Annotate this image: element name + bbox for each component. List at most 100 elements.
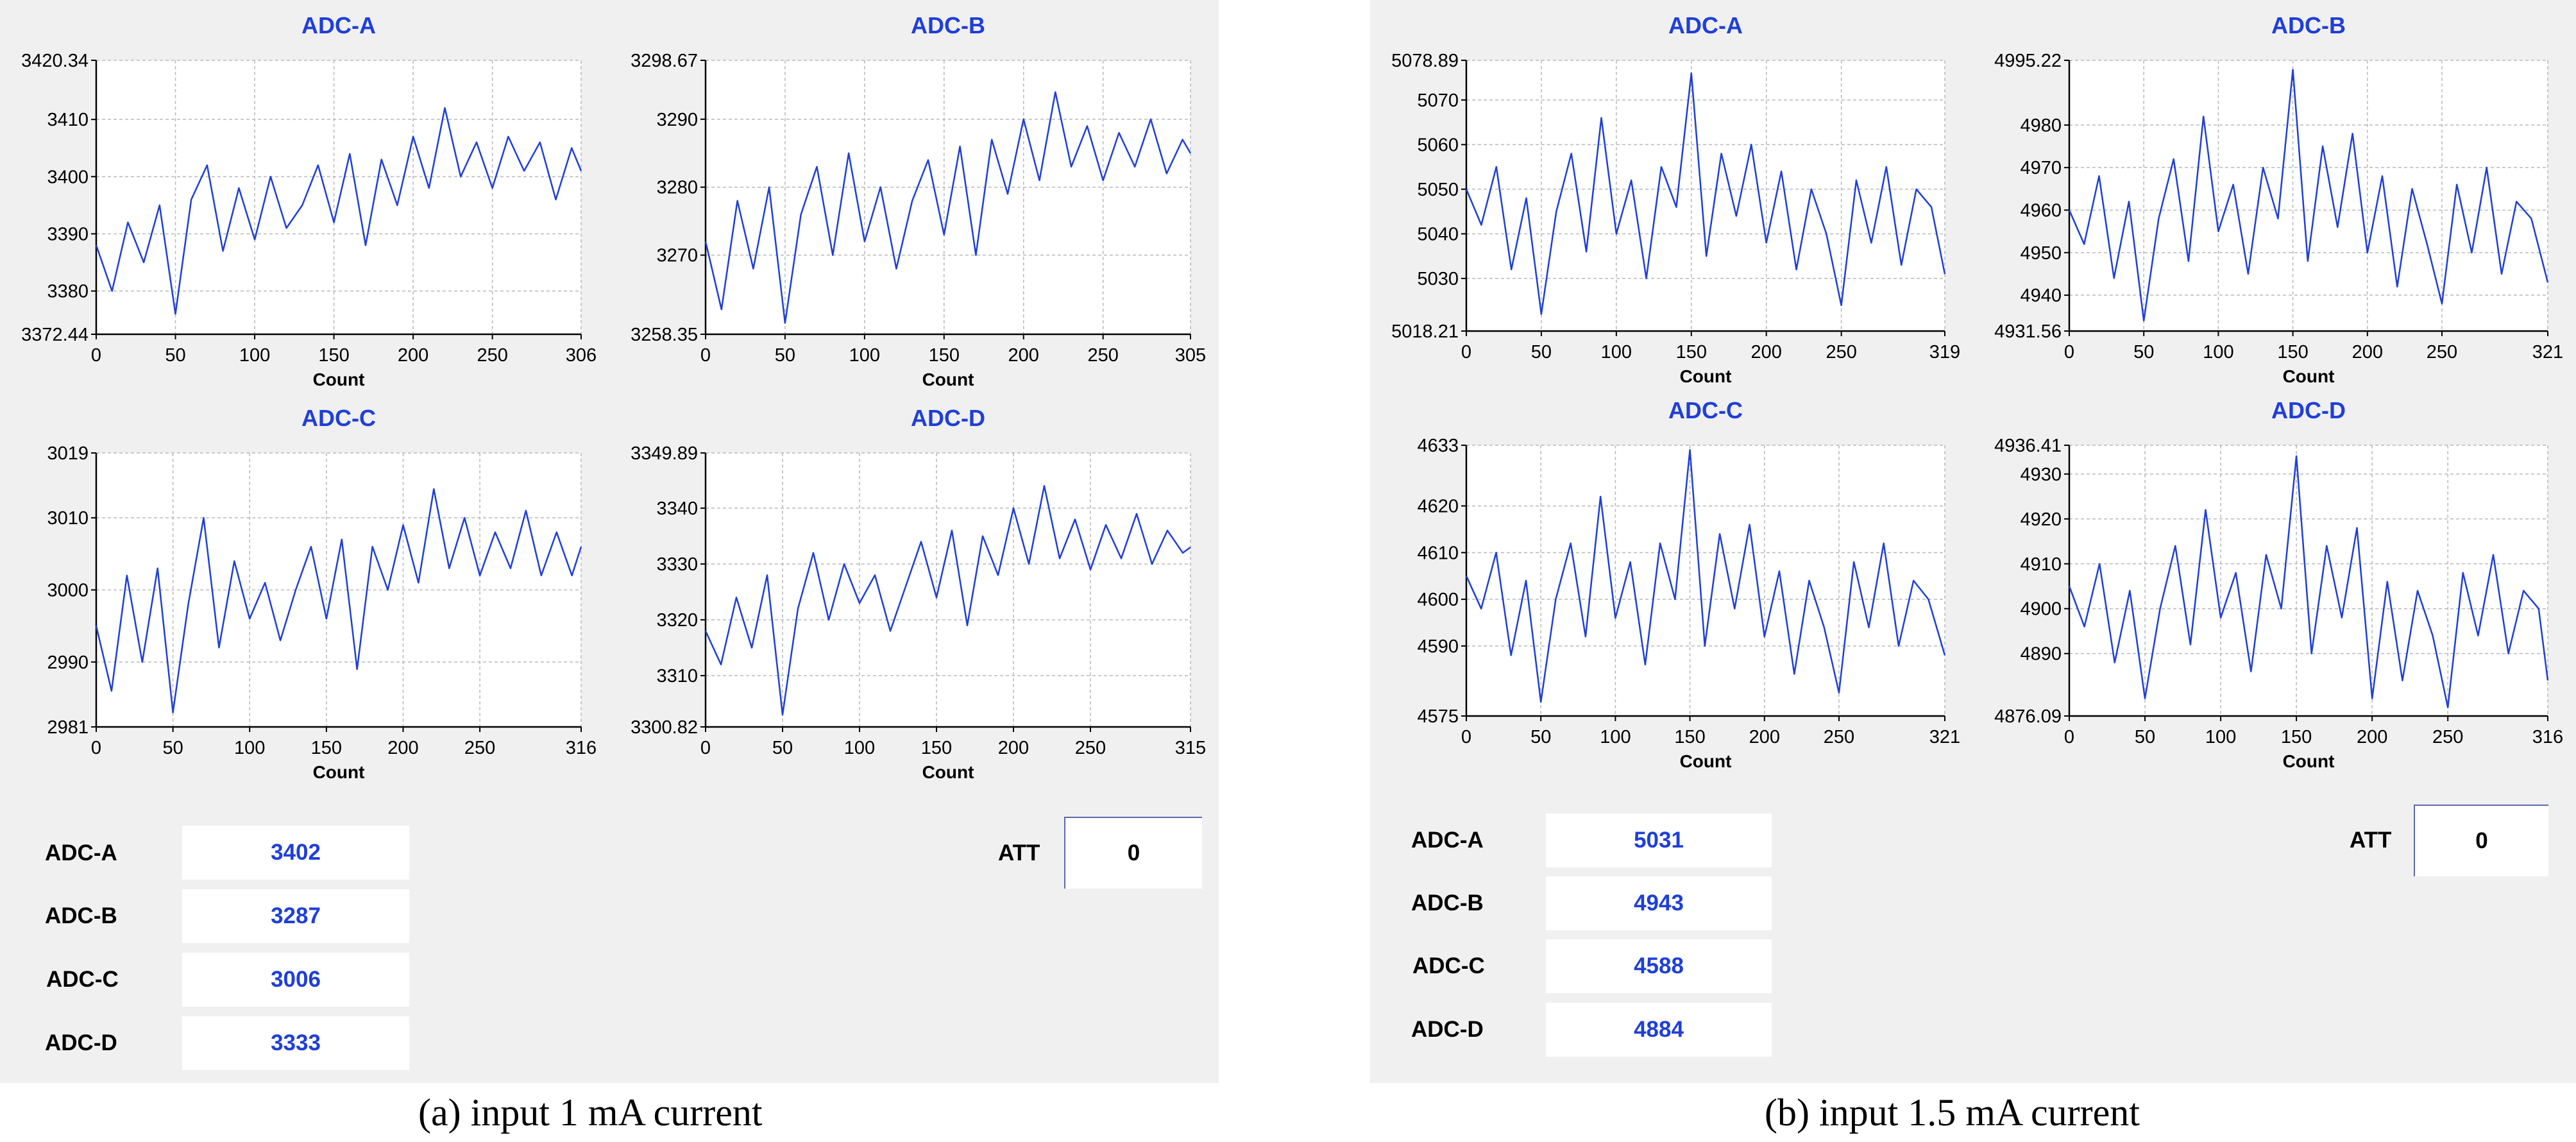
y-tick-label: 5070: [1417, 90, 1459, 111]
chart-a-adc-b-svg: ADC-B 0 50 100 150 200 250 305 3258.35 3270 3280 32…: [631, 12, 1206, 389]
x-axis-label: Count: [313, 370, 365, 389]
readout-label-adc-d: ADC-D: [45, 1030, 117, 1055]
x-tick-label: 250: [1824, 727, 1854, 747]
x-tick-label: 319: [1929, 342, 1960, 362]
att-label: ATT: [998, 840, 1040, 865]
x-tick-label: 150: [318, 345, 349, 366]
y-tick-label: 3280: [656, 178, 698, 198]
x-tick-label: 316: [2532, 727, 2563, 747]
y-tick-label: 3270: [656, 246, 698, 266]
x-tick-label: 100: [239, 345, 270, 366]
chart-b-adc-d: ADC-D 0 50 100 150 200 250 316 4876.09 4890 4900 49…: [1973, 385, 2576, 783]
y-tick-label: 4950: [2020, 243, 2062, 264]
x-tick-label: 0: [700, 345, 711, 366]
chart-title: ADC-A: [1668, 12, 1743, 38]
chart-b-adc-c: ADC-C 0 50 100 150 200 250 321 4575 4590 4600 4610 4…: [1370, 385, 1973, 783]
chart-a-adc-a: ADC-A 0 50 100 150 200 250 306 3372.44 3380 3390 34…: [0, 0, 609, 401]
x-tick-label: 100: [1601, 342, 1632, 362]
y-tick-label: 4960: [2020, 200, 2062, 221]
y-tick-label: 3298.67: [631, 51, 698, 71]
chart-b-adc-b-svg: ADC-B 0 50 100 150 200 250 321 4931.56 4940 4950 49…: [1994, 12, 2563, 386]
x-tick-label: 250: [1826, 342, 1856, 362]
chart-title: ADC-D: [911, 405, 985, 431]
x-tick-label: 306: [566, 345, 597, 366]
x-tick-label: 0: [91, 738, 101, 758]
chart-title: ADC-B: [911, 12, 985, 38]
x-tick-label: 100: [2203, 342, 2233, 362]
y-tick-label: 4920: [2020, 509, 2062, 530]
chart-b-adc-a: ADC-A 0 50 100 150 200 250 319 5018.21 5030 5040 50…: [1370, 0, 1973, 398]
y-tick-label: 3300.82: [631, 717, 698, 738]
y-tick-label: 3290: [656, 110, 698, 130]
att-label: ATT: [2350, 828, 2392, 853]
y-tick-label: 4620: [1417, 497, 1459, 517]
y-tick-label: 3349.89: [631, 443, 698, 464]
series-line: [2068, 455, 2549, 708]
x-tick-label: 0: [700, 738, 711, 758]
x-tick-label: 100: [234, 738, 265, 758]
x-tick-label: 100: [844, 738, 875, 758]
x-tick-label: 305: [1175, 345, 1206, 366]
x-tick-label: 250: [477, 345, 507, 366]
chart-a-adc-a-svg: ADC-A 0 50 100 150 200 250 306 3372.44 3380 3390 34…: [21, 12, 597, 389]
x-tick-label: 150: [1674, 727, 1705, 747]
readout-value-adc-b: 4943: [1546, 876, 1772, 930]
chart-title: ADC-A: [301, 12, 376, 38]
y-tick-label: 3410: [47, 110, 89, 130]
att-input[interactable]: 0: [2414, 805, 2548, 876]
plot-area: [96, 60, 581, 334]
x-tick-label: 0: [2064, 727, 2074, 747]
x-tick-label: 315: [1175, 738, 1206, 758]
y-tick-label: 2990: [47, 652, 89, 673]
y-tick-label: 4876.09: [1994, 706, 2062, 727]
x-tick-label: 321: [2532, 342, 2563, 362]
series-line: [704, 91, 1192, 324]
x-tick-label: 50: [1530, 727, 1551, 747]
x-axis-label: Count: [922, 370, 974, 389]
chart-a-adc-c: ADC-C 0 50 100 150 200 250 316 2981 2990 3000 3010 3…: [0, 393, 609, 794]
y-tick-label: 5040: [1417, 224, 1459, 244]
chart-b-adc-b: ADC-B 0 50 100 150 200 250 321 4931.56 4940 4950 49…: [1973, 0, 2576, 398]
readout-label-adc-b: ADC-B: [45, 903, 117, 928]
chart-title: ADC-C: [301, 405, 376, 431]
y-tick-label: 4931.56: [1994, 321, 2062, 342]
x-tick-label: 250: [1087, 345, 1118, 366]
y-tick-label: 4995.22: [1994, 51, 2062, 71]
x-tick-label: 200: [998, 738, 1029, 758]
y-tick-label: 3000: [47, 581, 89, 601]
x-tick-label: 150: [2277, 342, 2308, 362]
y-tick-label: 3330: [656, 554, 698, 575]
x-tick-label: 50: [165, 345, 185, 366]
series-line: [2068, 69, 2549, 322]
x-tick-label: 50: [2133, 342, 2154, 362]
chart-title: ADC-B: [2271, 12, 2346, 38]
y-tick-label: 4575: [1417, 706, 1459, 727]
chart-b-adc-d-svg: ADC-D 0 50 100 150 200 250 316 4876.09 4890 4900 49…: [1994, 397, 2563, 771]
x-tick-label: 150: [929, 345, 960, 366]
x-tick-label: 150: [921, 738, 952, 758]
x-tick-label: 150: [2281, 727, 2312, 747]
x-tick-label: 250: [2432, 727, 2463, 747]
y-tick-label: 4600: [1417, 590, 1459, 610]
att-input[interactable]: 0: [1064, 817, 1202, 889]
y-tick-label: 5060: [1417, 135, 1459, 155]
x-tick-label: 250: [1075, 738, 1106, 758]
y-tick-label: 4910: [2020, 554, 2062, 575]
chart-a-adc-c-svg: ADC-C 0 50 100 150 200 250 316 2981 2990 3000 3010 3…: [47, 405, 597, 782]
plot-area: [2069, 60, 2548, 331]
y-tick-label: 4590: [1417, 636, 1459, 657]
readout-value-adc-a: 3402: [182, 826, 409, 880]
y-tick-label: 5030: [1417, 269, 1459, 289]
chart-title: ADC-C: [1668, 397, 1743, 423]
x-tick-label: 200: [1008, 345, 1039, 366]
y-tick-label: 5018.21: [1391, 321, 1459, 342]
y-tick-label: 4980: [2020, 115, 2062, 136]
y-tick-label: 3019: [47, 443, 89, 464]
x-axis-label: Count: [1680, 366, 1732, 386]
panel-b: ADC-A 0 50 100 150 200 250 319 5018.21 5030 5040 50…: [1370, 0, 2576, 1083]
readout-value-adc-c: 4588: [1546, 939, 1772, 993]
x-tick-label: 50: [775, 345, 795, 366]
y-tick-label: 4610: [1417, 543, 1459, 563]
chart-a-adc-d-svg: ADC-D 0 50 100 150 200 250 315 3300.82 3310 3320 33…: [631, 405, 1206, 782]
x-tick-label: 316: [566, 738, 597, 758]
